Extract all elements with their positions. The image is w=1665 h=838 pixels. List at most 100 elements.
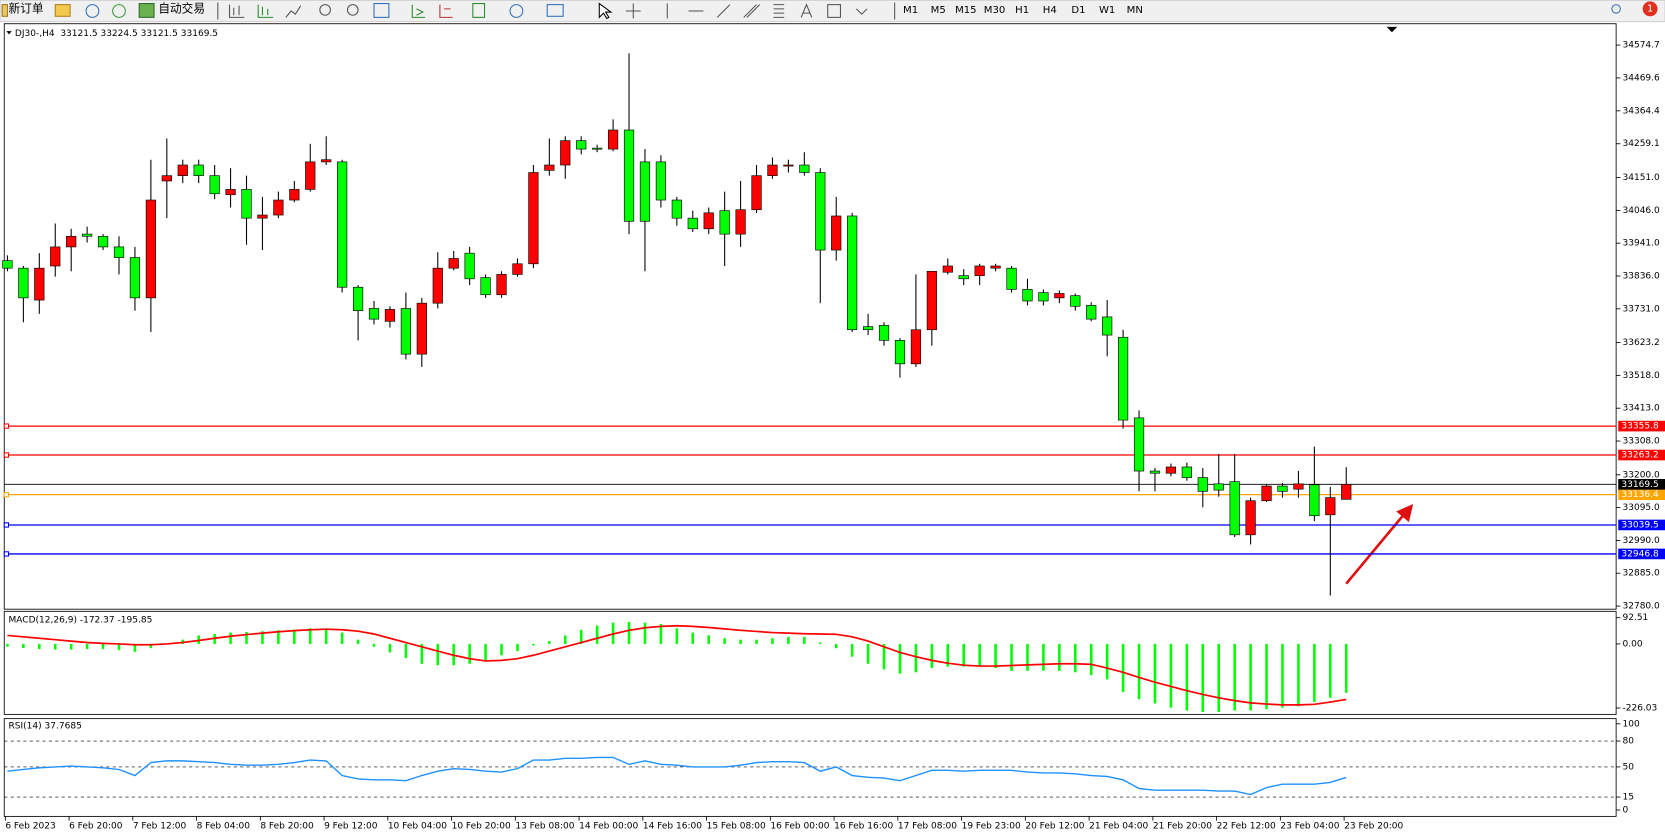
macd-bar (69, 643, 73, 650)
timeframe-button[interactable]: M5 (931, 5, 946, 16)
y-tick-label: 34469.6 (1622, 73, 1660, 83)
arrows-icon[interactable] (856, 8, 868, 15)
macd-bar (563, 635, 567, 644)
candle-body (671, 199, 682, 219)
level-tag (1618, 449, 1665, 461)
candle-body (416, 302, 427, 355)
timeframe-button[interactable]: H1 (1015, 5, 1029, 16)
macd-bar (1026, 643, 1029, 671)
y-tick-label: 33518.0 (1622, 371, 1660, 381)
notification-badge[interactable] (1642, 1, 1658, 17)
auto-trading-icon[interactable] (138, 3, 155, 18)
timeframe-button[interactable]: H4 (1043, 5, 1057, 16)
timeframe-bar: M1 M5 M15 M30 H1 H4 D1 W1 MN (903, 5, 1143, 16)
candle-body (607, 129, 619, 150)
indicators-icon[interactable] (472, 3, 486, 18)
x-tick-label: 9 Feb 12:00 (324, 821, 378, 831)
macd-bar (675, 628, 679, 644)
candle-body (368, 308, 380, 320)
macd-bar (819, 642, 822, 644)
candle-body (735, 209, 746, 235)
channel-icon[interactable] (743, 4, 761, 18)
macd-bar (595, 625, 599, 644)
x-tick-label: 21 Feb 20:00 (1153, 821, 1212, 831)
level-handle (3, 522, 10, 528)
fibo-icon[interactable] (773, 4, 785, 18)
timeframe-button[interactable]: M30 (984, 5, 1006, 16)
candle-body (751, 175, 762, 211)
candle-body (496, 274, 507, 296)
trendline-icon[interactable] (716, 4, 731, 18)
periods-icon[interactable] (509, 4, 524, 18)
timeframe-button[interactable]: W1 (1099, 5, 1115, 16)
macd-bar (484, 643, 487, 661)
text-icon[interactable] (800, 3, 813, 18)
macd-bar (1249, 643, 1252, 711)
y-tick-label: 34151.0 (1622, 173, 1660, 183)
candle-body (18, 267, 29, 299)
macd-bar (420, 643, 424, 664)
x-tick-label: 7 Feb 12:00 (133, 821, 187, 831)
zoom-in-icon[interactable] (319, 4, 331, 16)
macd-bar (914, 643, 918, 673)
level-handle (3, 492, 10, 498)
timeframe-button[interactable]: M1 (903, 5, 918, 16)
level-label: 33136.4 (1621, 490, 1659, 500)
scroll-icon[interactable] (411, 4, 426, 18)
y-tick-label: 33200.0 (1622, 470, 1660, 480)
candle-body (799, 164, 810, 173)
market-watch-icon[interactable] (54, 4, 71, 17)
macd-bar (324, 628, 328, 644)
candle-body (926, 270, 937, 331)
macd-bar (1137, 643, 1141, 700)
label-icon[interactable] (827, 4, 842, 18)
new-order-button[interactable]: 新订单 (9, 1, 44, 15)
level-tag (1618, 489, 1665, 500)
macd-bar (962, 643, 965, 667)
candle-body (352, 286, 364, 312)
macd-signal-line (7, 624, 1347, 706)
macd-bar (229, 632, 232, 644)
navigator-icon[interactable] (112, 4, 126, 18)
auto-trading-button[interactable]: 自动交易 (158, 1, 205, 15)
bid-tag (1618, 479, 1665, 490)
toolbar-icons (1, 1, 1658, 20)
candle-chart-icon[interactable] (257, 4, 274, 18)
candle-body (958, 275, 969, 280)
candle-body (34, 267, 45, 301)
bar-chart-icon[interactable] (228, 4, 245, 18)
candle-body (1309, 484, 1320, 517)
macd-bar (22, 643, 25, 648)
macd-bar (946, 643, 950, 667)
shift-icon[interactable] (439, 4, 453, 18)
macd-bar (38, 643, 41, 650)
new-order-icon[interactable] (1, 4, 8, 17)
macd-bar (930, 643, 934, 669)
macd-bar (1217, 643, 1221, 712)
timeframe-button[interactable]: D1 (1071, 5, 1085, 16)
macd-bar (994, 643, 997, 669)
line-chart-icon[interactable] (285, 5, 302, 18)
data-window-icon[interactable] (85, 4, 100, 18)
tile-icon[interactable] (373, 3, 390, 18)
macd-bar (404, 643, 408, 659)
y-tick-label: 32780.0 (1622, 602, 1660, 612)
macd-bar (659, 624, 663, 644)
candle-body (639, 161, 651, 222)
cursor-icon[interactable] (598, 2, 613, 20)
zoom-out-icon[interactable] (346, 4, 359, 16)
timeframe-button[interactable]: MN (1127, 5, 1143, 16)
crosshair-icon[interactable] (625, 3, 641, 19)
macd-bar (293, 629, 296, 644)
templates-icon[interactable] (546, 4, 564, 17)
macd-bar (6, 643, 9, 647)
level-handle (3, 423, 10, 429)
candle-body (910, 329, 922, 365)
search-icon[interactable] (1611, 4, 1621, 14)
macd-bar (723, 638, 726, 644)
candle-body (161, 175, 172, 182)
candle-body (1181, 466, 1192, 478)
y-tick-label: 34574.7 (1622, 41, 1659, 51)
timeframe-button[interactable]: M15 (955, 5, 977, 16)
